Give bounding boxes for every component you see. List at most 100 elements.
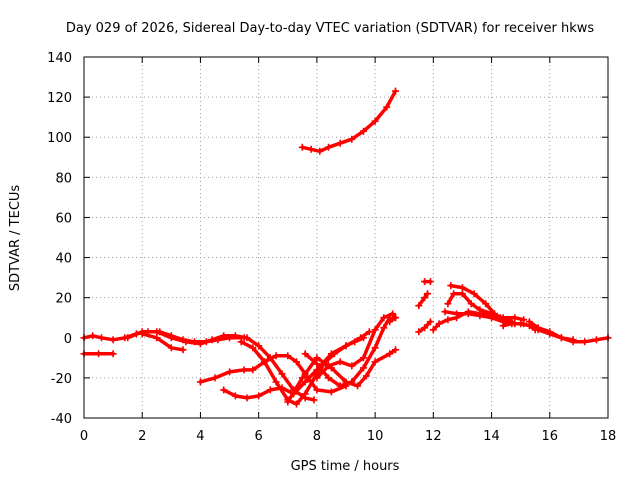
x-tick-label: 10 xyxy=(367,429,384,444)
series-line xyxy=(417,291,430,308)
data-point xyxy=(307,145,315,153)
data-point xyxy=(325,362,332,370)
data-point xyxy=(301,390,309,398)
x-tick-label: 14 xyxy=(483,429,500,444)
data-point xyxy=(362,372,370,380)
data-point xyxy=(360,364,367,372)
data-point xyxy=(392,87,399,95)
series-arc-k xyxy=(421,278,434,286)
data-point xyxy=(325,143,332,151)
data-point xyxy=(569,336,577,344)
series-arc-c xyxy=(124,328,318,404)
series-line xyxy=(125,330,316,402)
x-tick-label: 2 xyxy=(138,429,146,444)
y-tick-label: 120 xyxy=(47,91,72,106)
data-point xyxy=(444,300,452,308)
series-line xyxy=(431,309,526,332)
data-point xyxy=(557,334,565,342)
data-point xyxy=(360,127,367,135)
y-tick-label: -20 xyxy=(51,372,72,387)
y-tick-label: 0 xyxy=(64,332,72,347)
data-point xyxy=(231,332,239,340)
data-point xyxy=(508,320,516,328)
data-point xyxy=(426,278,434,286)
data-point xyxy=(415,328,423,336)
data-point xyxy=(424,290,431,298)
series-line xyxy=(536,328,575,342)
data-point xyxy=(284,352,292,360)
data-point xyxy=(389,310,397,318)
data-point xyxy=(426,318,434,326)
data-point xyxy=(208,336,216,344)
data-point xyxy=(240,366,248,374)
data-point xyxy=(330,350,338,358)
data-point xyxy=(298,143,306,151)
data-point xyxy=(313,386,321,394)
x-tick-label: 6 xyxy=(255,429,263,444)
data-point xyxy=(109,350,117,358)
data-point xyxy=(360,334,367,342)
series-arc-b xyxy=(80,350,117,358)
data-point xyxy=(336,382,344,390)
data-point xyxy=(467,300,475,308)
data-point xyxy=(365,328,373,336)
x-tick-label: 16 xyxy=(542,429,559,444)
data-point xyxy=(243,334,251,342)
series-arc-u xyxy=(534,326,577,344)
data-point xyxy=(534,326,542,334)
data-point xyxy=(109,336,117,344)
data-point xyxy=(421,324,429,332)
data-point xyxy=(237,338,245,346)
data-point xyxy=(488,314,496,322)
data-point xyxy=(517,320,525,328)
data-point xyxy=(167,334,175,342)
data-point xyxy=(351,338,359,346)
data-point xyxy=(453,310,461,318)
y-axis-label: SDTVAR / TECUs xyxy=(8,185,23,292)
data-point xyxy=(386,318,394,326)
data-point xyxy=(435,320,443,328)
data-point xyxy=(196,378,204,386)
data-point xyxy=(348,362,356,370)
data-point xyxy=(310,396,318,404)
data-point xyxy=(255,392,263,400)
data-point xyxy=(313,354,321,362)
data-point xyxy=(284,398,292,406)
data-point xyxy=(211,374,219,382)
tick-layer: 0 2 4 6 8 10 12 14 16 18 -40 -20 0 20 40 60 80 100 120 140 xyxy=(47,51,616,444)
data-point xyxy=(441,308,449,316)
plot-frame xyxy=(83,56,609,419)
data-point xyxy=(421,294,429,302)
data-point xyxy=(278,370,286,378)
data-point xyxy=(336,358,344,366)
x-tick-label: 0 xyxy=(80,429,88,444)
data-point xyxy=(592,336,600,344)
data-point xyxy=(380,314,388,322)
data-point xyxy=(272,378,280,386)
data-point xyxy=(525,318,533,326)
data-point xyxy=(476,306,484,314)
data-point xyxy=(298,374,306,382)
data-point xyxy=(511,314,519,322)
data-point xyxy=(301,350,309,358)
data-point xyxy=(371,344,379,352)
y-tick-label: 20 xyxy=(55,292,72,307)
data-point xyxy=(179,346,187,354)
data-point xyxy=(336,139,344,147)
data-point xyxy=(348,135,356,143)
grid-layer xyxy=(84,57,608,418)
data-point xyxy=(301,378,309,386)
data-point xyxy=(261,358,268,366)
data-point xyxy=(249,366,257,374)
data-point xyxy=(546,330,554,338)
series-arc-n xyxy=(386,314,399,326)
data-point xyxy=(231,392,239,400)
data-point xyxy=(354,382,362,390)
data-point xyxy=(313,374,321,382)
data-point xyxy=(482,300,490,308)
data-point xyxy=(458,284,466,292)
data-point xyxy=(220,386,228,394)
series-arc-d xyxy=(138,330,187,354)
series-arc-m xyxy=(415,318,434,336)
